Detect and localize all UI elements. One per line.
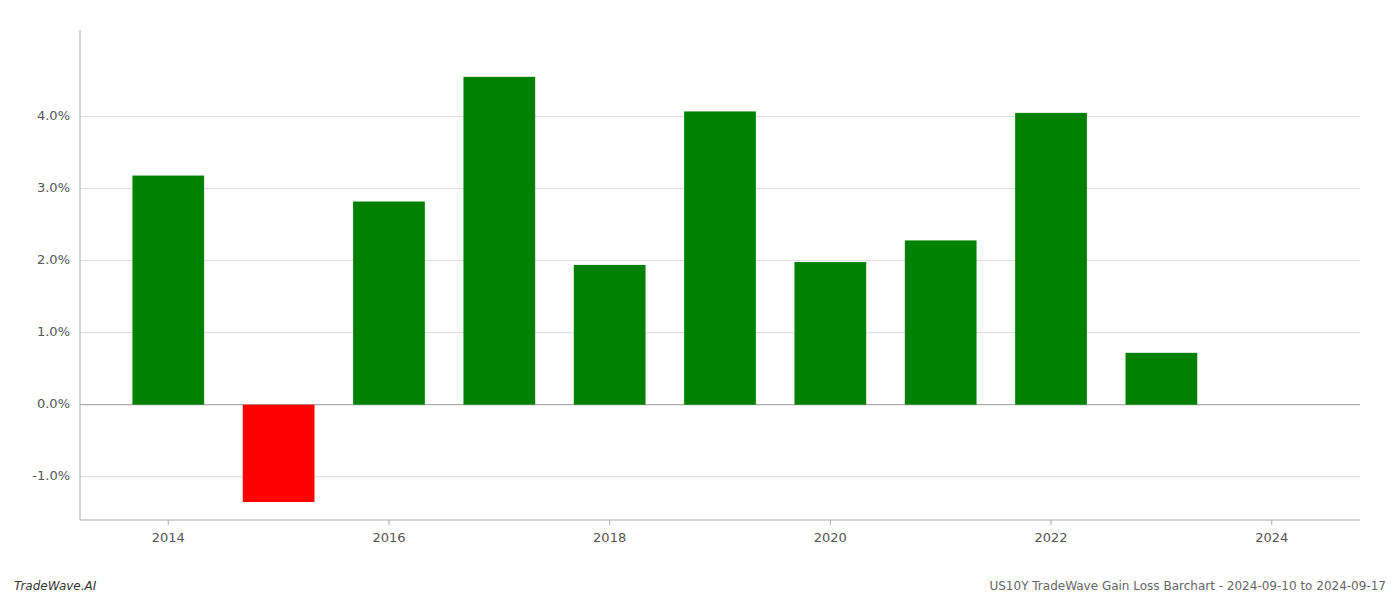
bar — [684, 111, 756, 404]
footer-right: US10Y TradeWave Gain Loss Barchart - 202… — [989, 579, 1386, 593]
bar — [132, 176, 204, 405]
bar — [794, 262, 866, 405]
y-tick-label: 1.0% — [37, 324, 70, 339]
x-tick-label: 2020 — [814, 530, 847, 545]
y-axis: -1.0% 0.0% 1.0% 2.0% 3.0% 4.0% — [32, 108, 70, 483]
x-tick — [388, 520, 389, 525]
bar — [1126, 353, 1198, 405]
page: {"chart_data": {"type": "bar", "x": [201… — [0, 0, 1400, 600]
y-tick-label: 0.0% — [37, 396, 70, 411]
bar — [1015, 113, 1087, 405]
x-tick — [830, 520, 831, 525]
x-tick-label: 2022 — [1034, 530, 1067, 545]
bars — [132, 77, 1197, 502]
bar — [463, 77, 535, 405]
bar — [243, 405, 315, 502]
bar — [574, 265, 646, 405]
y-axis-line — [80, 30, 81, 520]
y-tick-label: 2.0% — [37, 252, 70, 267]
y-tick-label: -1.0% — [32, 468, 70, 483]
y-tick-label: 4.0% — [37, 108, 70, 123]
y-tick-label: 3.0% — [37, 180, 70, 195]
x-axis-line — [80, 520, 1360, 521]
x-tick — [609, 520, 610, 525]
x-tick-label: 2016 — [372, 530, 405, 545]
bar — [905, 240, 977, 404]
x-tick — [168, 520, 169, 525]
chart-svg: -1.0% 0.0% 1.0% 2.0% 3.0% 4.0% 2014 2016 2018 202… — [0, 0, 1400, 600]
bar — [353, 202, 425, 405]
x-tick — [1051, 520, 1052, 525]
x-tick-label: 2014 — [152, 530, 185, 545]
x-tick-label: 2024 — [1255, 530, 1288, 545]
x-axis: 2014 2016 2018 2020 2022 2024 — [152, 520, 1289, 545]
x-tick — [1271, 520, 1272, 525]
x-tick-label: 2018 — [593, 530, 626, 545]
footer-left: TradeWave.AI — [14, 579, 97, 593]
chart-container: -1.0% 0.0% 1.0% 2.0% 3.0% 4.0% 2014 2016 2018 202… — [0, 0, 1400, 600]
